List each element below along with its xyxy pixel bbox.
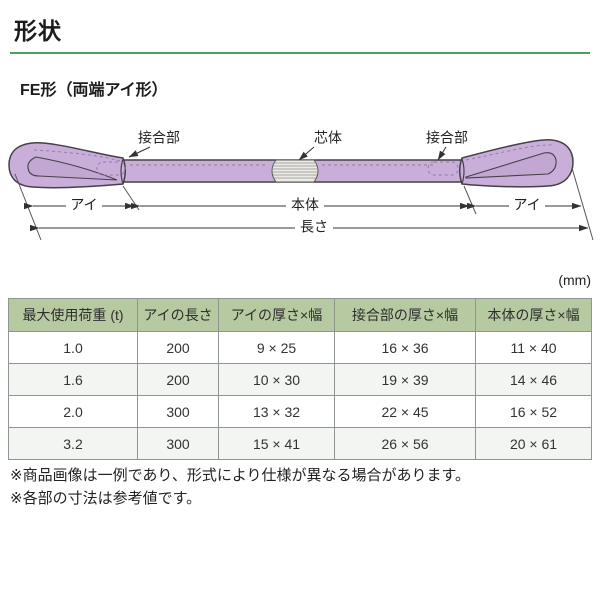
table-header-row: 最大使用荷重 (t) アイの長さ アイの厚さ×幅 接合部の厚さ×幅 本体の厚さ×…: [8, 298, 592, 332]
table-row: 1.6 200 10 × 30 19 × 39 14 × 46: [8, 363, 592, 396]
cell-body-tw: 16 × 52: [475, 395, 592, 428]
eye-right-dim-label: アイ: [513, 197, 540, 213]
footnotes: ※商品画像は一例であり、形式により仕様が異なる場合があります。 ※各部の寸法は参…: [10, 464, 595, 510]
title-underline: [10, 52, 590, 54]
page-title: 形状: [14, 18, 62, 44]
cell-eye-length: 300: [137, 427, 219, 460]
unit-label: (mm): [558, 272, 591, 288]
body-label-bg: [286, 198, 324, 214]
header-body-thickness-width: 本体の厚さ×幅: [475, 298, 592, 332]
sling-diagram: 接合部 芯体 接合部 アイ 本体 アイ: [0, 108, 600, 248]
cell-max-load: 1.6: [8, 363, 138, 396]
core-section: [271, 159, 319, 183]
eye-left-label-bg: [66, 198, 102, 214]
body-dim-label: 本体: [291, 197, 319, 213]
joint-right-arrow: [437, 146, 447, 161]
eye-left-dim-label: アイ: [70, 197, 97, 213]
footnote-2: ※各部の寸法は参考値です。: [10, 490, 202, 507]
cell-max-load: 3.2: [8, 427, 138, 460]
table-row: 2.0 300 13 × 32 22 × 45 16 × 52: [8, 395, 592, 428]
stitch-lines: [33, 144, 553, 176]
cell-joint-tw: 19 × 39: [334, 363, 476, 396]
length-label-bg: [295, 220, 333, 236]
cell-eye-tw: 9 × 25: [218, 331, 335, 364]
sling-diagram-svg: 接合部 芯体 接合部 アイ 本体 アイ: [8, 130, 594, 241]
core-arrow: [298, 146, 315, 161]
cell-eye-length: 200: [137, 363, 219, 396]
cell-max-load: 2.0: [8, 395, 138, 428]
header-joint-thickness-width: 接合部の厚さ×幅: [334, 298, 476, 332]
cell-eye-tw: 13 × 32: [218, 395, 335, 428]
header-eye-thickness-width: アイの厚さ×幅: [218, 298, 335, 332]
cell-eye-length: 300: [137, 395, 219, 428]
table-row: 1.0 200 9 × 25 16 × 36 11 × 40: [8, 331, 592, 364]
spec-table: 最大使用荷重 (t) アイの長さ アイの厚さ×幅 接合部の厚さ×幅 本体の厚さ×…: [8, 298, 592, 460]
table-row: 3.2 300 15 × 41 26 × 56 20 × 61: [8, 427, 592, 460]
cell-body-tw: 14 × 46: [475, 363, 592, 396]
left-eye-slit: [27, 156, 118, 181]
cell-max-load: 1.0: [8, 331, 138, 364]
cell-eye-tw: 10 × 30: [218, 363, 335, 396]
right-joint-seam: [461, 158, 465, 185]
cell-body-tw: 20 × 61: [475, 427, 592, 460]
footnote-1: ※商品画像は一例であり、形式により仕様が異なる場合があります。: [10, 467, 471, 484]
cell-joint-tw: 26 × 56: [334, 427, 476, 460]
cell-body-tw: 11 × 40: [475, 331, 592, 364]
cell-joint-tw: 16 × 36: [334, 331, 476, 364]
joint-left-arrow: [128, 146, 151, 158]
cell-eye-tw: 15 × 41: [218, 427, 335, 460]
section-subtitle: FE形（両端アイ形）: [20, 82, 168, 99]
joint-right-label: 接合部: [426, 130, 468, 146]
eye-right-label-bg: [509, 198, 545, 214]
header-max-load: 最大使用荷重 (t): [8, 298, 138, 332]
cell-joint-tw: 22 × 45: [334, 395, 476, 428]
cell-eye-length: 200: [137, 331, 219, 364]
core-label: 芯体: [314, 130, 342, 146]
header-eye-length: アイの長さ: [137, 298, 219, 332]
joint-left-label: 接合部: [138, 130, 180, 146]
length-dim-label: 長さ: [300, 219, 328, 235]
left-joint-seam: [120, 158, 124, 185]
right-eye-slit: [465, 152, 557, 179]
core-hatch-lines: [272, 162, 318, 179]
